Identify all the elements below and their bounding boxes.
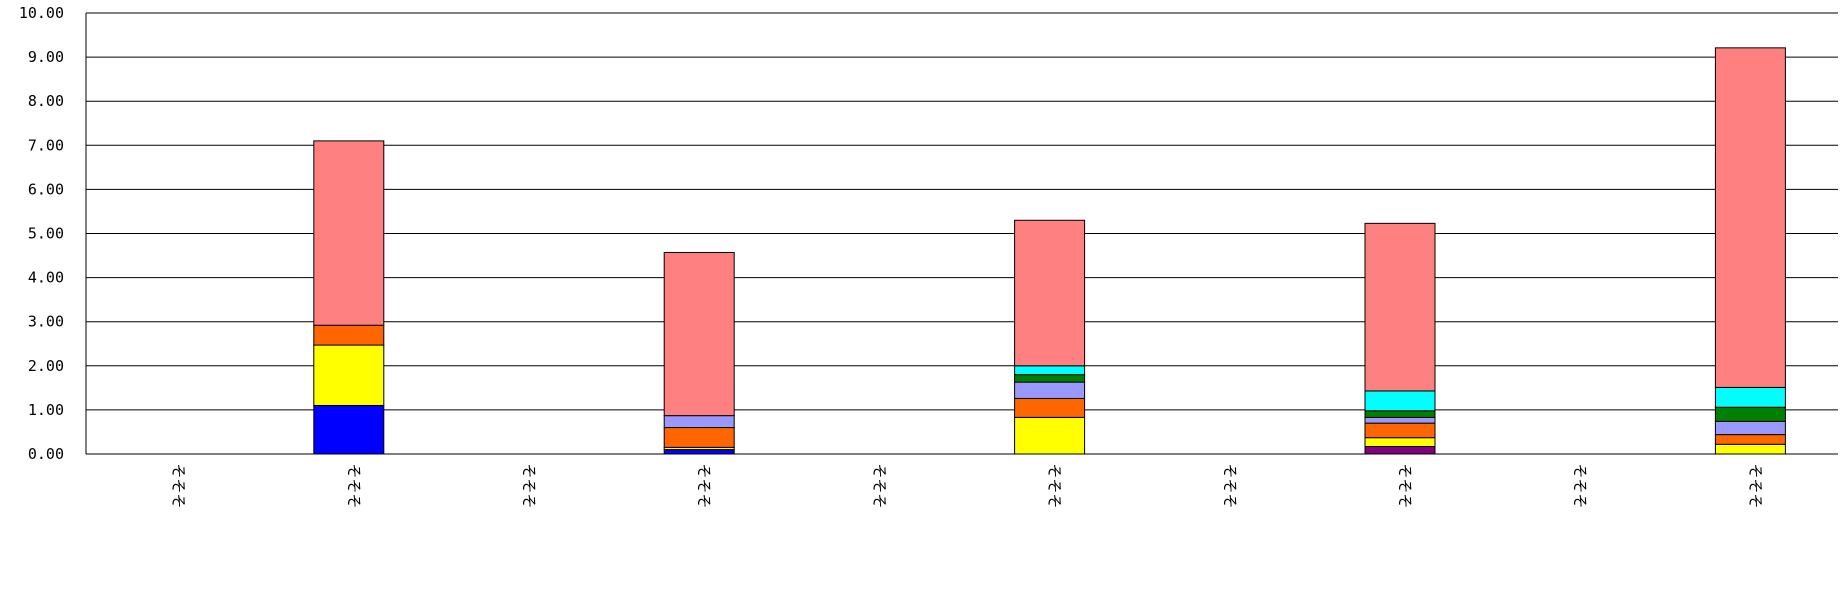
x-category-label: そそそ xyxy=(1571,463,1589,508)
bar-segment xyxy=(1364,446,1436,455)
bar-segment xyxy=(1714,443,1786,455)
x-category-label: そそそ xyxy=(520,463,538,508)
x-category-label: そそそ xyxy=(1746,463,1764,508)
bar-segment xyxy=(313,324,385,346)
bar-segment xyxy=(663,449,735,455)
bar-segment xyxy=(1714,420,1786,436)
bar-segment xyxy=(1364,222,1436,392)
bar-segment xyxy=(313,404,385,455)
bar-segment xyxy=(313,140,385,326)
y-tick-label: 6.00 xyxy=(28,180,64,198)
bar-segment xyxy=(1714,386,1786,408)
y-tick-label: 2.00 xyxy=(28,357,64,375)
x-category-label: そそそ xyxy=(695,463,713,508)
x-category-label: そそそ xyxy=(870,463,888,508)
x-category-label: そそそ xyxy=(1396,463,1414,508)
y-tick-label: 8.00 xyxy=(28,92,64,110)
x-category-label: そそそ xyxy=(1046,463,1064,508)
bar-segment xyxy=(1714,434,1786,445)
bar-segment xyxy=(663,427,735,448)
bar-segment xyxy=(1014,416,1086,455)
bar-segment xyxy=(1014,397,1086,418)
bar-segment xyxy=(313,344,385,406)
bar-segment xyxy=(1364,422,1436,439)
y-tick-label: 7.00 xyxy=(28,136,64,154)
bar-segment xyxy=(1714,47,1786,388)
bar-segment xyxy=(1014,219,1086,367)
y-tick-label: 10.00 xyxy=(19,4,64,22)
y-tick-label: 3.00 xyxy=(28,313,64,331)
bar-segment xyxy=(663,251,735,417)
bar-segment xyxy=(663,415,735,429)
bar-segment xyxy=(1364,410,1436,418)
y-tick-label: 0.00 xyxy=(28,445,64,463)
bar-segment xyxy=(1714,406,1786,422)
bar-segment xyxy=(1014,365,1086,376)
y-tick-label: 1.00 xyxy=(28,401,64,419)
x-category-label: そそそ xyxy=(345,463,363,508)
bar-segment xyxy=(1364,416,1436,424)
bar-segment xyxy=(1364,390,1436,412)
x-category-label: そそそ xyxy=(170,463,188,508)
y-tick-label: 5.00 xyxy=(28,225,64,243)
y-tick-label: 4.00 xyxy=(28,269,64,287)
x-category-label: そそそ xyxy=(1221,463,1239,508)
y-tick-label: 9.00 xyxy=(28,48,64,66)
bar-segment xyxy=(1014,374,1086,383)
bar-segment xyxy=(1014,381,1086,399)
bar-segment xyxy=(1364,437,1436,448)
